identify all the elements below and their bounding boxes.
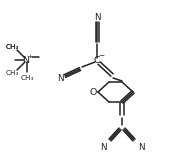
Text: N: N (57, 73, 63, 83)
Text: N: N (138, 144, 144, 152)
Text: C: C (94, 56, 100, 64)
Text: CH₃: CH₃ (5, 70, 19, 76)
Text: +: + (27, 53, 33, 59)
Text: N: N (94, 12, 100, 21)
Text: CH₃: CH₃ (20, 75, 34, 81)
Text: CH₃: CH₃ (5, 44, 19, 50)
Text: N: N (23, 56, 30, 64)
Text: N: N (100, 144, 106, 152)
Text: −: − (98, 53, 104, 59)
Text: CH₃: CH₃ (5, 44, 19, 50)
Text: O: O (89, 88, 97, 96)
